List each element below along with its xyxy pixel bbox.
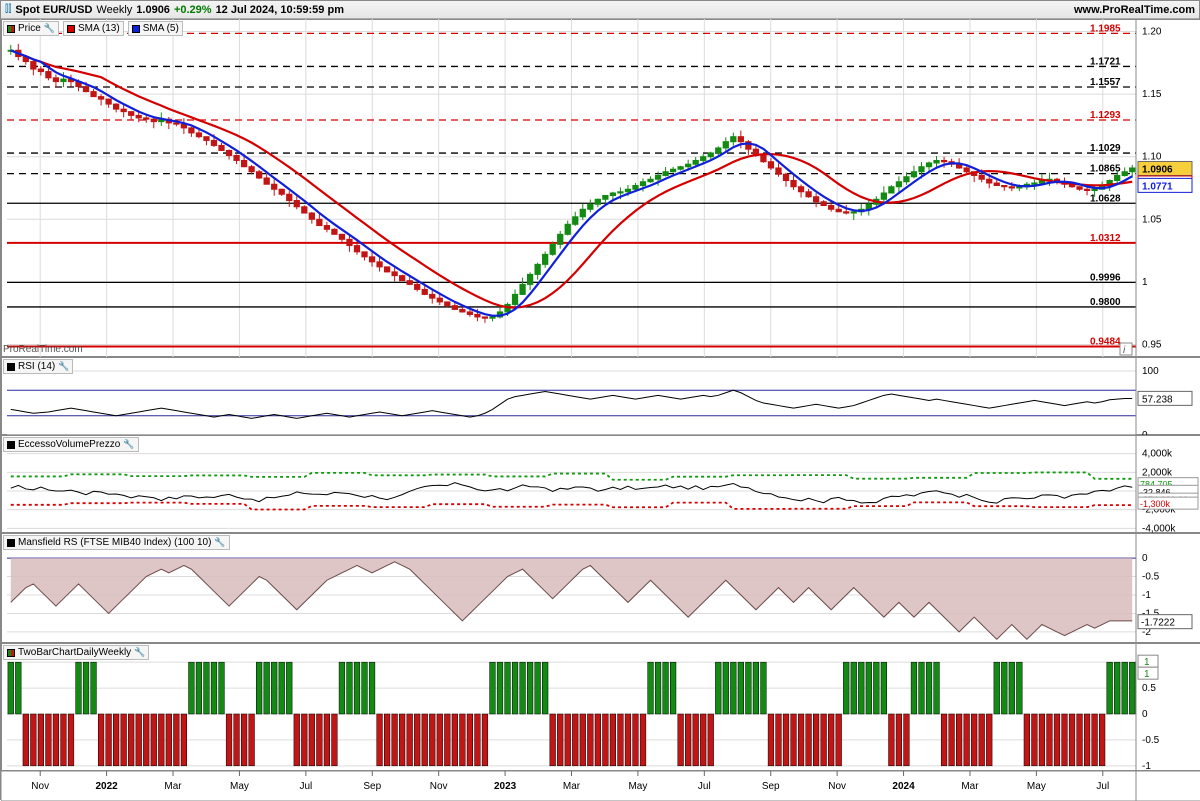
svg-text:4,000k: 4,000k [1142, 449, 1173, 460]
svg-text:May: May [1027, 781, 1046, 792]
svg-text:1.1985: 1.1985 [1090, 23, 1121, 34]
svg-text:Nov: Nov [430, 781, 448, 792]
svg-text:1.1029: 1.1029 [1090, 143, 1121, 154]
svg-text:Jul: Jul [1096, 781, 1109, 792]
candles-icon: ⫿⫿ [5, 1, 11, 19]
svg-text:1: 1 [1142, 277, 1148, 288]
svg-text:Sep: Sep [762, 781, 780, 792]
mansfield-panel[interactable]: -2-1.5-1-0.50-1.7222Mansfield RS (FTSE M… [1, 533, 1199, 643]
svg-text:0: 0 [1142, 709, 1148, 720]
svg-text:-1: -1 [1142, 590, 1151, 601]
svg-text:1.0865: 1.0865 [1090, 164, 1121, 175]
mansfield-label[interactable]: Mansfield RS (FTSE MIB40 Index) (100 10)… [3, 535, 230, 550]
price-panel[interactable]: 0.9511.051.101.151.201.19851.17211.15571… [1, 19, 1199, 357]
svg-text:1.1557: 1.1557 [1090, 77, 1121, 88]
svg-text:Nov: Nov [31, 781, 49, 792]
svg-text:1.0906: 1.0906 [1142, 164, 1173, 175]
svg-text:-1: -1 [1142, 761, 1151, 771]
twobar-label[interactable]: TwoBarChartDailyWeekly🔧 [3, 645, 149, 660]
svg-text:Mar: Mar [961, 781, 979, 792]
change-pct: +0.29% [174, 1, 212, 19]
svg-text:57.238: 57.238 [1142, 394, 1173, 405]
svg-text:-1.7222: -1.7222 [1141, 618, 1175, 629]
svg-text:1.0771: 1.0771 [1142, 181, 1173, 192]
svg-text:1.15: 1.15 [1142, 89, 1162, 100]
svg-text:Jul: Jul [299, 781, 312, 792]
last-price: 1.0906 [136, 1, 170, 19]
evp-label[interactable]: EccessoVolumePrezzo🔧 [3, 437, 139, 452]
watermark: ProRealTime.com [3, 344, 83, 355]
rsi-panel[interactable]: 010057.238RSI (14)🔧 [1, 357, 1199, 435]
svg-text:0.95: 0.95 [1142, 339, 1162, 350]
legend-item[interactable]: SMA (5) [128, 21, 183, 36]
svg-text:-1,300k: -1,300k [1140, 499, 1171, 509]
wrench-icon[interactable]: 🔧 [44, 23, 55, 34]
svg-text:0.9996: 0.9996 [1090, 272, 1121, 283]
wrench-icon[interactable]: 🔧 [134, 647, 145, 658]
x-axis: Nov 2022 Mar May Jul Sep Nov 2023 Mar May Jul Sep No… [1, 771, 1199, 801]
wrench-icon[interactable]: 🔧 [58, 361, 69, 372]
legend-item[interactable]: SMA (13) [63, 21, 124, 36]
timeframe-label: Weekly [96, 1, 132, 19]
svg-text:May: May [628, 781, 647, 792]
brand-link[interactable]: www.ProRealTime.com [1074, 1, 1195, 18]
svg-text:1.0312: 1.0312 [1090, 233, 1121, 244]
twobar-panel[interactable]: -1-0.500.5111TwoBarChartDailyWeekly🔧 [1, 643, 1199, 771]
svg-text:Mar: Mar [164, 781, 182, 792]
svg-text:May: May [230, 781, 249, 792]
svg-text:Sep: Sep [363, 781, 381, 792]
svg-text:-0.5: -0.5 [1142, 735, 1160, 746]
svg-text:0.9484: 0.9484 [1090, 336, 1121, 347]
svg-text:1.1293: 1.1293 [1090, 110, 1121, 121]
svg-text:-0.5: -0.5 [1142, 572, 1160, 583]
svg-text:0: 0 [1142, 553, 1148, 564]
svg-text:Nov: Nov [828, 781, 846, 792]
svg-text:2023: 2023 [494, 781, 517, 792]
svg-text:100: 100 [1142, 366, 1159, 377]
svg-text:1.05: 1.05 [1142, 214, 1162, 225]
svg-text:1.20: 1.20 [1142, 27, 1162, 38]
svg-text:-4,000k: -4,000k [1142, 523, 1176, 533]
wrench-icon[interactable]: 🔧 [214, 537, 225, 548]
svg-text:Mar: Mar [563, 781, 581, 792]
svg-text:2024: 2024 [892, 781, 915, 792]
svg-text:1: 1 [1144, 657, 1150, 668]
svg-text:1: 1 [1144, 669, 1150, 680]
svg-text:0.9800: 0.9800 [1090, 297, 1121, 308]
symbol-name: Spot EUR/USD [15, 1, 92, 19]
header-datetime: 12 Jul 2024, 10:59:59 pm [216, 1, 344, 19]
price-legend: Price🔧 SMA (13) SMA (5) [3, 21, 183, 36]
title-bar: ⫿⫿ Spot EUR/USD Weekly 1.0906 +0.29% 12 … [1, 1, 1199, 19]
svg-text:2,000k: 2,000k [1142, 467, 1173, 478]
svg-text:1.1721: 1.1721 [1090, 56, 1121, 67]
wrench-icon[interactable]: 🔧 [123, 439, 134, 450]
svg-text:0.5: 0.5 [1142, 683, 1156, 694]
evp-panel[interactable]: -4,000k-2,000k02,000k4,000k784,705-32,84… [1, 435, 1199, 533]
rsi-label[interactable]: RSI (14)🔧 [3, 359, 73, 374]
svg-text:2022: 2022 [95, 781, 118, 792]
legend-item[interactable]: Price🔧 [3, 21, 59, 36]
svg-text:Jul: Jul [698, 781, 711, 792]
